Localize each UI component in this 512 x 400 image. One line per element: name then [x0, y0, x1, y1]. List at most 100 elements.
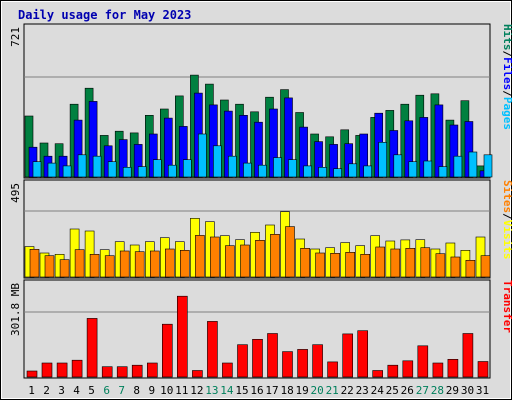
- x-tick-label: 6: [103, 384, 110, 397]
- bar-sites-day-13: [210, 236, 220, 278]
- bar-transfer-day-25: [387, 364, 399, 378]
- bar-transfer-day-23: [357, 330, 369, 378]
- bar-pages-day-27: [423, 160, 433, 178]
- x-tick-label: 19: [295, 384, 308, 397]
- y-tick-label: 301.8 MB: [9, 283, 22, 336]
- bar-sites-day-3: [59, 259, 70, 278]
- bar-sites-day-6: [104, 255, 115, 278]
- bar-sites-day-20: [315, 252, 325, 278]
- bar-sites-day-31: [480, 255, 491, 278]
- bar-files-day-28: [434, 104, 444, 178]
- x-tick-label: 26: [401, 384, 414, 397]
- bar-pages-day-30: [468, 151, 478, 178]
- bar-sites-day-4: [74, 249, 85, 278]
- bar-pages-day-4: [77, 154, 87, 178]
- bar-transfer-day-20: [312, 344, 323, 378]
- bar-pages-day-20: [318, 167, 327, 178]
- bar-sites-day-28: [435, 253, 446, 278]
- chart-title: Daily usage for May 2023: [18, 8, 191, 22]
- x-tick-label: 17: [265, 384, 278, 397]
- bar-transfer-day-13: [207, 321, 218, 378]
- bar-pages-day-14: [228, 155, 237, 178]
- x-tick-label: 5: [88, 384, 95, 397]
- bar-transfer-day-2: [41, 362, 53, 378]
- bar-transfer-day-24: [372, 370, 384, 378]
- bar-sites-day-12: [195, 235, 205, 278]
- bar-transfer-day-29: [447, 358, 459, 378]
- bar-pages-day-12: [198, 133, 207, 178]
- bar-sites-day-22: [345, 252, 356, 278]
- x-tick-label: 20: [310, 384, 323, 397]
- x-tick-label: 4: [73, 384, 80, 397]
- bar-sites-day-18: [285, 226, 295, 278]
- bar-transfer-day-9: [147, 362, 158, 378]
- x-tick-label: 2: [43, 384, 50, 397]
- legend-separator: /: [501, 90, 512, 97]
- bar-transfer-day-4: [71, 359, 83, 378]
- bar-sites-day-8: [134, 251, 145, 278]
- bar-pages-day-8: [137, 166, 147, 178]
- x-tick-label: 14: [220, 384, 234, 397]
- bar-transfer-day-18: [282, 351, 293, 378]
- legend-pages: Pages: [501, 97, 512, 130]
- bar-transfer-day-16: [252, 338, 263, 378]
- right-legend: Sites/Visits: [501, 180, 512, 260]
- bar-sites-day-27: [420, 247, 431, 278]
- x-axis: 1 2 3 4 5 6 7 8 9 10 11 12 13 14 15 16 17 18 19 20 21 22 23 24 2…: [28, 384, 489, 397]
- bar-pages-day-26: [408, 161, 418, 178]
- bar-pages-day-5: [92, 155, 102, 178]
- bar-pages-day-17: [273, 157, 282, 178]
- x-tick-label: 22: [341, 384, 354, 397]
- bar-transfer-day-28: [432, 362, 444, 378]
- x-tick-label: 15: [235, 384, 248, 397]
- x-tick-label: 3: [58, 384, 65, 397]
- chart-panels: 721Hits/Files/Pages495Sites/Visits301.8 …: [9, 23, 512, 397]
- bar-pages-day-11: [183, 159, 192, 178]
- bar-transfer-day-30: [462, 333, 474, 378]
- bar-transfer-day-6: [101, 366, 113, 378]
- bar-sites-day-5: [89, 254, 100, 278]
- bar-transfer-day-17: [267, 333, 278, 378]
- bar-sites-day-11: [180, 250, 190, 278]
- y-tick-label: 721: [9, 27, 22, 47]
- bar-transfer-day-19: [297, 349, 308, 378]
- bar-sites-day-26: [405, 248, 416, 278]
- x-tick-label: 21: [326, 384, 339, 397]
- bar-pages-day-6: [107, 161, 117, 178]
- panel-kbytes: 301.8 MB Transfer: [9, 279, 512, 379]
- x-tick-label: 23: [356, 384, 369, 397]
- bar-pages-day-7: [122, 167, 132, 178]
- bar-pages-day-16: [258, 164, 267, 178]
- right-legend: Hits/Files/Pages: [501, 24, 512, 130]
- bar-sites-day-10: [165, 248, 175, 278]
- bar-pages-day-13: [213, 145, 222, 178]
- x-tick-label: 29: [446, 384, 459, 397]
- bar-sites-day-2: [44, 255, 55, 278]
- x-tick-label: 8: [133, 384, 140, 397]
- bar-sites-day-1: [29, 249, 40, 278]
- bar-transfer-day-22: [342, 333, 354, 378]
- x-tick-label: 24: [371, 384, 385, 397]
- bar-pages-day-29: [453, 155, 463, 178]
- legend-files: Files: [501, 57, 512, 90]
- bar-sites-day-7: [119, 250, 130, 278]
- bar-sites-day-23: [360, 254, 371, 278]
- bar-transfer-day-7: [116, 366, 128, 378]
- bar-pages-day-23: [363, 165, 373, 178]
- legend-hits: Hits: [501, 24, 512, 51]
- panel-visits-sites: 495 Sites/Visits: [9, 179, 512, 279]
- bar-sites-day-16: [255, 240, 265, 278]
- bar-sites-day-14: [225, 245, 235, 278]
- bar-sites-day-15: [240, 244, 250, 278]
- x-tick-label: 10: [160, 384, 173, 397]
- bar-pages-day-24: [378, 142, 388, 178]
- bar-transfer-day-10: [162, 323, 173, 378]
- bar-pages-day-21: [333, 168, 342, 178]
- bar-pages-day-18: [288, 159, 297, 178]
- bar-transfer-day-1: [26, 370, 38, 378]
- legend-sites: Sites: [501, 180, 512, 213]
- bar-transfer-day-8: [131, 364, 143, 378]
